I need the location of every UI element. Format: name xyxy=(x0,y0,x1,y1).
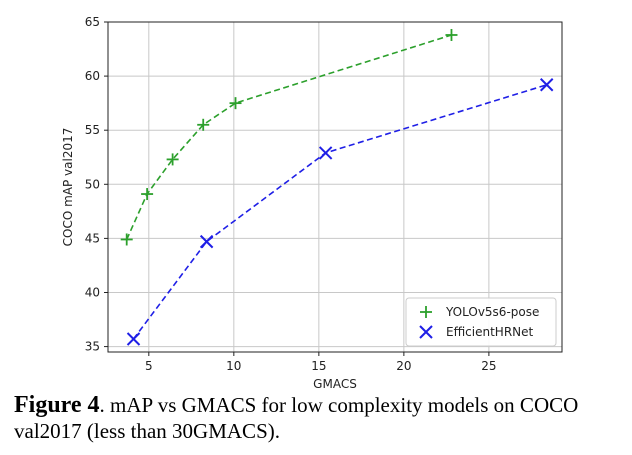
data-point-0-3 xyxy=(197,118,210,131)
y-tick-label-4: 55 xyxy=(85,123,100,137)
x-axis-label: GMACS xyxy=(313,377,357,390)
data-point-0-4 xyxy=(229,97,242,110)
data-point-0-2 xyxy=(166,153,179,166)
data-point-0-0 xyxy=(120,233,133,246)
caption-text: . mAP vs GMACS for low complexity models… xyxy=(14,393,579,443)
ticks: 5 10 15 20 25 35 40 45 50 55 60 65 xyxy=(85,15,497,373)
figure-caption: Figure 4. mAP vs GMACS for low complexit… xyxy=(14,392,624,444)
series-line-1 xyxy=(132,84,547,340)
data-point-1-2 xyxy=(318,146,333,160)
chart: 5 10 15 20 25 35 40 45 50 55 60 65 GMACS COCO mAP v… xyxy=(61,15,563,390)
data-point-1-3 xyxy=(539,78,554,92)
legend-marker-1 xyxy=(419,325,433,339)
data-point-1-0 xyxy=(126,332,141,346)
y-tick-label-6: 65 xyxy=(85,15,100,29)
caption-label: Figure 4 xyxy=(14,392,100,418)
x-tick-label-2: 15 xyxy=(311,359,326,373)
y-tick-label-1: 40 xyxy=(85,285,100,299)
plot-frame xyxy=(107,21,563,353)
legend-label-1: EfficientHRNet xyxy=(446,325,534,339)
legend-box xyxy=(405,297,557,347)
legend: YOLOv5s6-pose EfficientHRNet xyxy=(405,297,557,347)
x-tick-label-1: 10 xyxy=(226,359,241,373)
data-point-1-1 xyxy=(199,234,214,249)
legend-marker-0 xyxy=(420,306,432,318)
y-tick-label-3: 50 xyxy=(85,177,100,191)
x-tick-label-4: 25 xyxy=(481,359,496,373)
series-layer xyxy=(120,28,554,346)
y-axis-label: COCO mAP val2017 xyxy=(61,128,75,247)
legend-label-0: YOLOv5s6-pose xyxy=(445,305,539,319)
series-line-0 xyxy=(125,34,452,240)
data-point-0-1 xyxy=(141,188,154,201)
y-tick-label-0: 35 xyxy=(85,340,100,354)
x-tick-label-0: 5 xyxy=(145,359,153,373)
x-tick-label-3: 20 xyxy=(396,359,411,373)
y-tick-label-5: 60 xyxy=(85,69,100,83)
y-tick-label-2: 45 xyxy=(85,231,100,245)
data-point-0-5 xyxy=(445,28,458,41)
